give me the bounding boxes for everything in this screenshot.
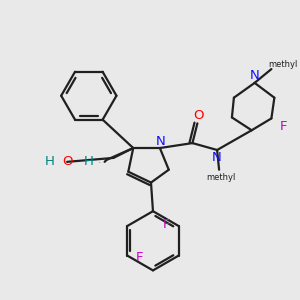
Text: O: O [193,109,204,122]
Text: methyl: methyl [268,60,298,69]
Text: N: N [250,70,260,83]
Text: ·: · [99,160,100,165]
Text: N: N [156,135,166,148]
Text: F: F [135,251,143,264]
Text: N: N [212,152,222,164]
Text: H: H [44,155,54,168]
Text: methyl: methyl [206,173,236,182]
Text: H: H [84,155,94,168]
Text: F: F [163,218,170,230]
Text: O: O [62,155,73,168]
Text: F: F [280,120,287,133]
